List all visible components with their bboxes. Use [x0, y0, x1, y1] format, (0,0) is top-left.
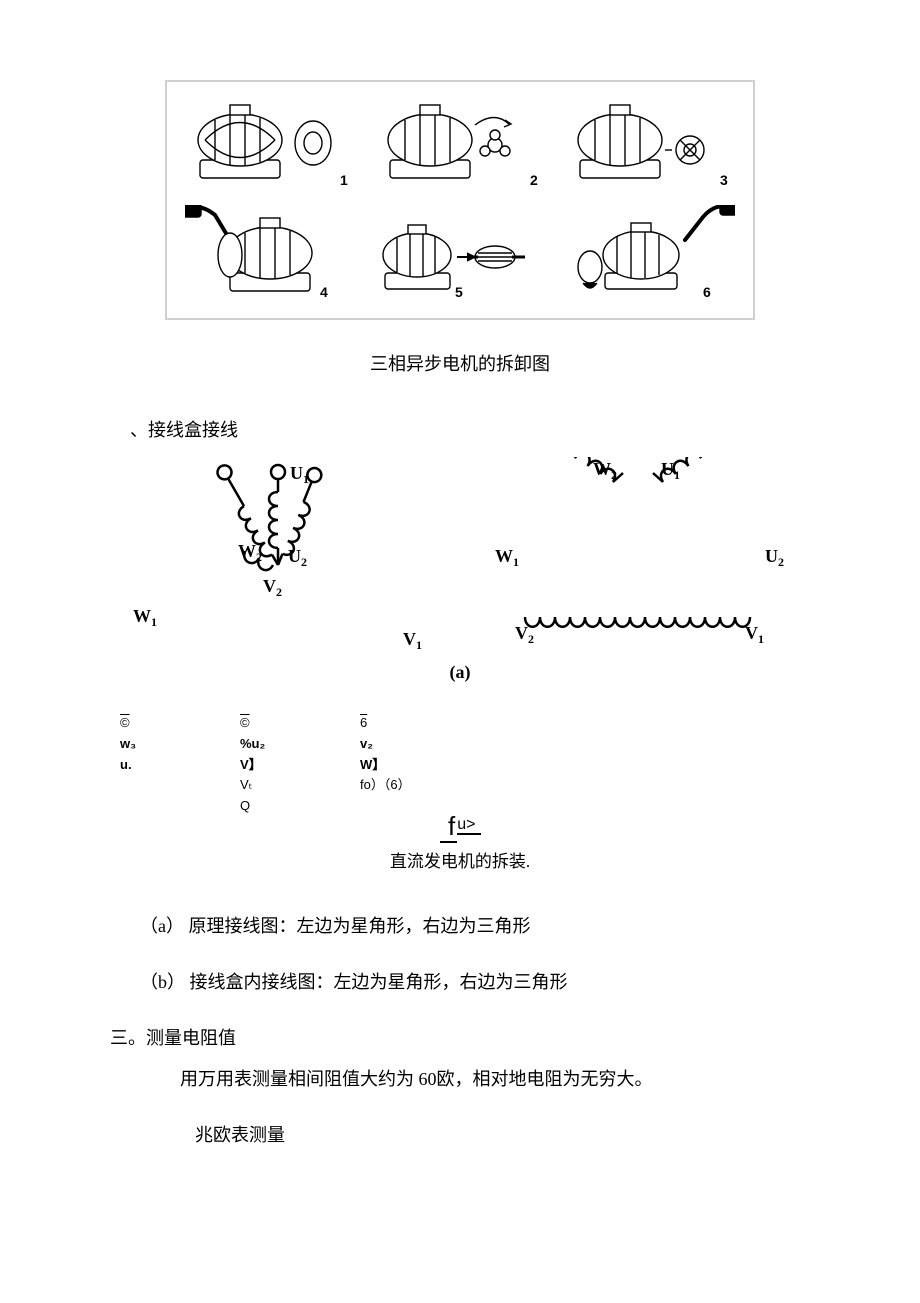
motor-step-4: 4 [180, 200, 360, 310]
garble-block: © © 6 w₃ %u₂ v₂ u. V】 W】 Vₜ fo）（6） Q [120, 713, 820, 817]
motor-step-1: 1 [180, 90, 360, 200]
svg-text:6: 6 [703, 284, 711, 300]
motor-grid: 1 [175, 90, 745, 310]
explain-a: （a） 原理接线图：左边为星角形，右边为三角形 [140, 912, 820, 938]
svg-text:2: 2 [530, 172, 538, 188]
motor-step-3: 3 [560, 90, 740, 200]
label-U2: U2 [288, 546, 307, 569]
megger-text: 兆欧表测量 [195, 1121, 820, 1147]
label-W1: W1 [133, 606, 157, 629]
svg-text:5: 5 [455, 284, 463, 300]
label-V2: V2 [263, 576, 282, 599]
f-u-label: fu> [440, 811, 481, 842]
label-U2d: U2 [765, 546, 784, 569]
motor-disassembly-figure: 1 [165, 80, 755, 320]
motor-step-6: 6 [560, 200, 740, 310]
resistance-text: 用万用表测量相间阻值大约为 60欧，相对地电阻为无穷大。 [180, 1065, 820, 1091]
motor-step-5: 5 [370, 200, 550, 310]
star-connection-diagram: U1 U2 W2 V2 W1 V1 [128, 457, 438, 667]
delta-connection-diagram: W2 U1 W1 U2 V2 V1 [493, 457, 793, 667]
svg-text:3: 3 [720, 172, 728, 188]
label-U1: U1 [290, 463, 309, 486]
label-V1: V1 [403, 629, 422, 652]
wiring-diagrams: U1 U2 W2 V2 W1 V1 [100, 457, 820, 667]
wiring-section-title: 、接线盒接线 [130, 416, 820, 442]
label-W2d: W2 [593, 459, 617, 482]
label-V1d: V1 [745, 623, 764, 646]
svg-text:1: 1 [340, 172, 348, 188]
explain-b: （b） 接线盒内接线图：左边为星角形，右边为三角形 [140, 968, 820, 994]
dc-generator-caption: 直流发电机的拆装. [100, 847, 820, 872]
svg-text:4: 4 [320, 284, 328, 300]
motor-step-2: 2 [370, 90, 550, 200]
label-W1d: W1 [495, 546, 519, 569]
motor-figure-caption: 三相异步电机的拆卸图 [100, 350, 820, 376]
section-3-title: 三。测量电阻值 [110, 1024, 820, 1050]
